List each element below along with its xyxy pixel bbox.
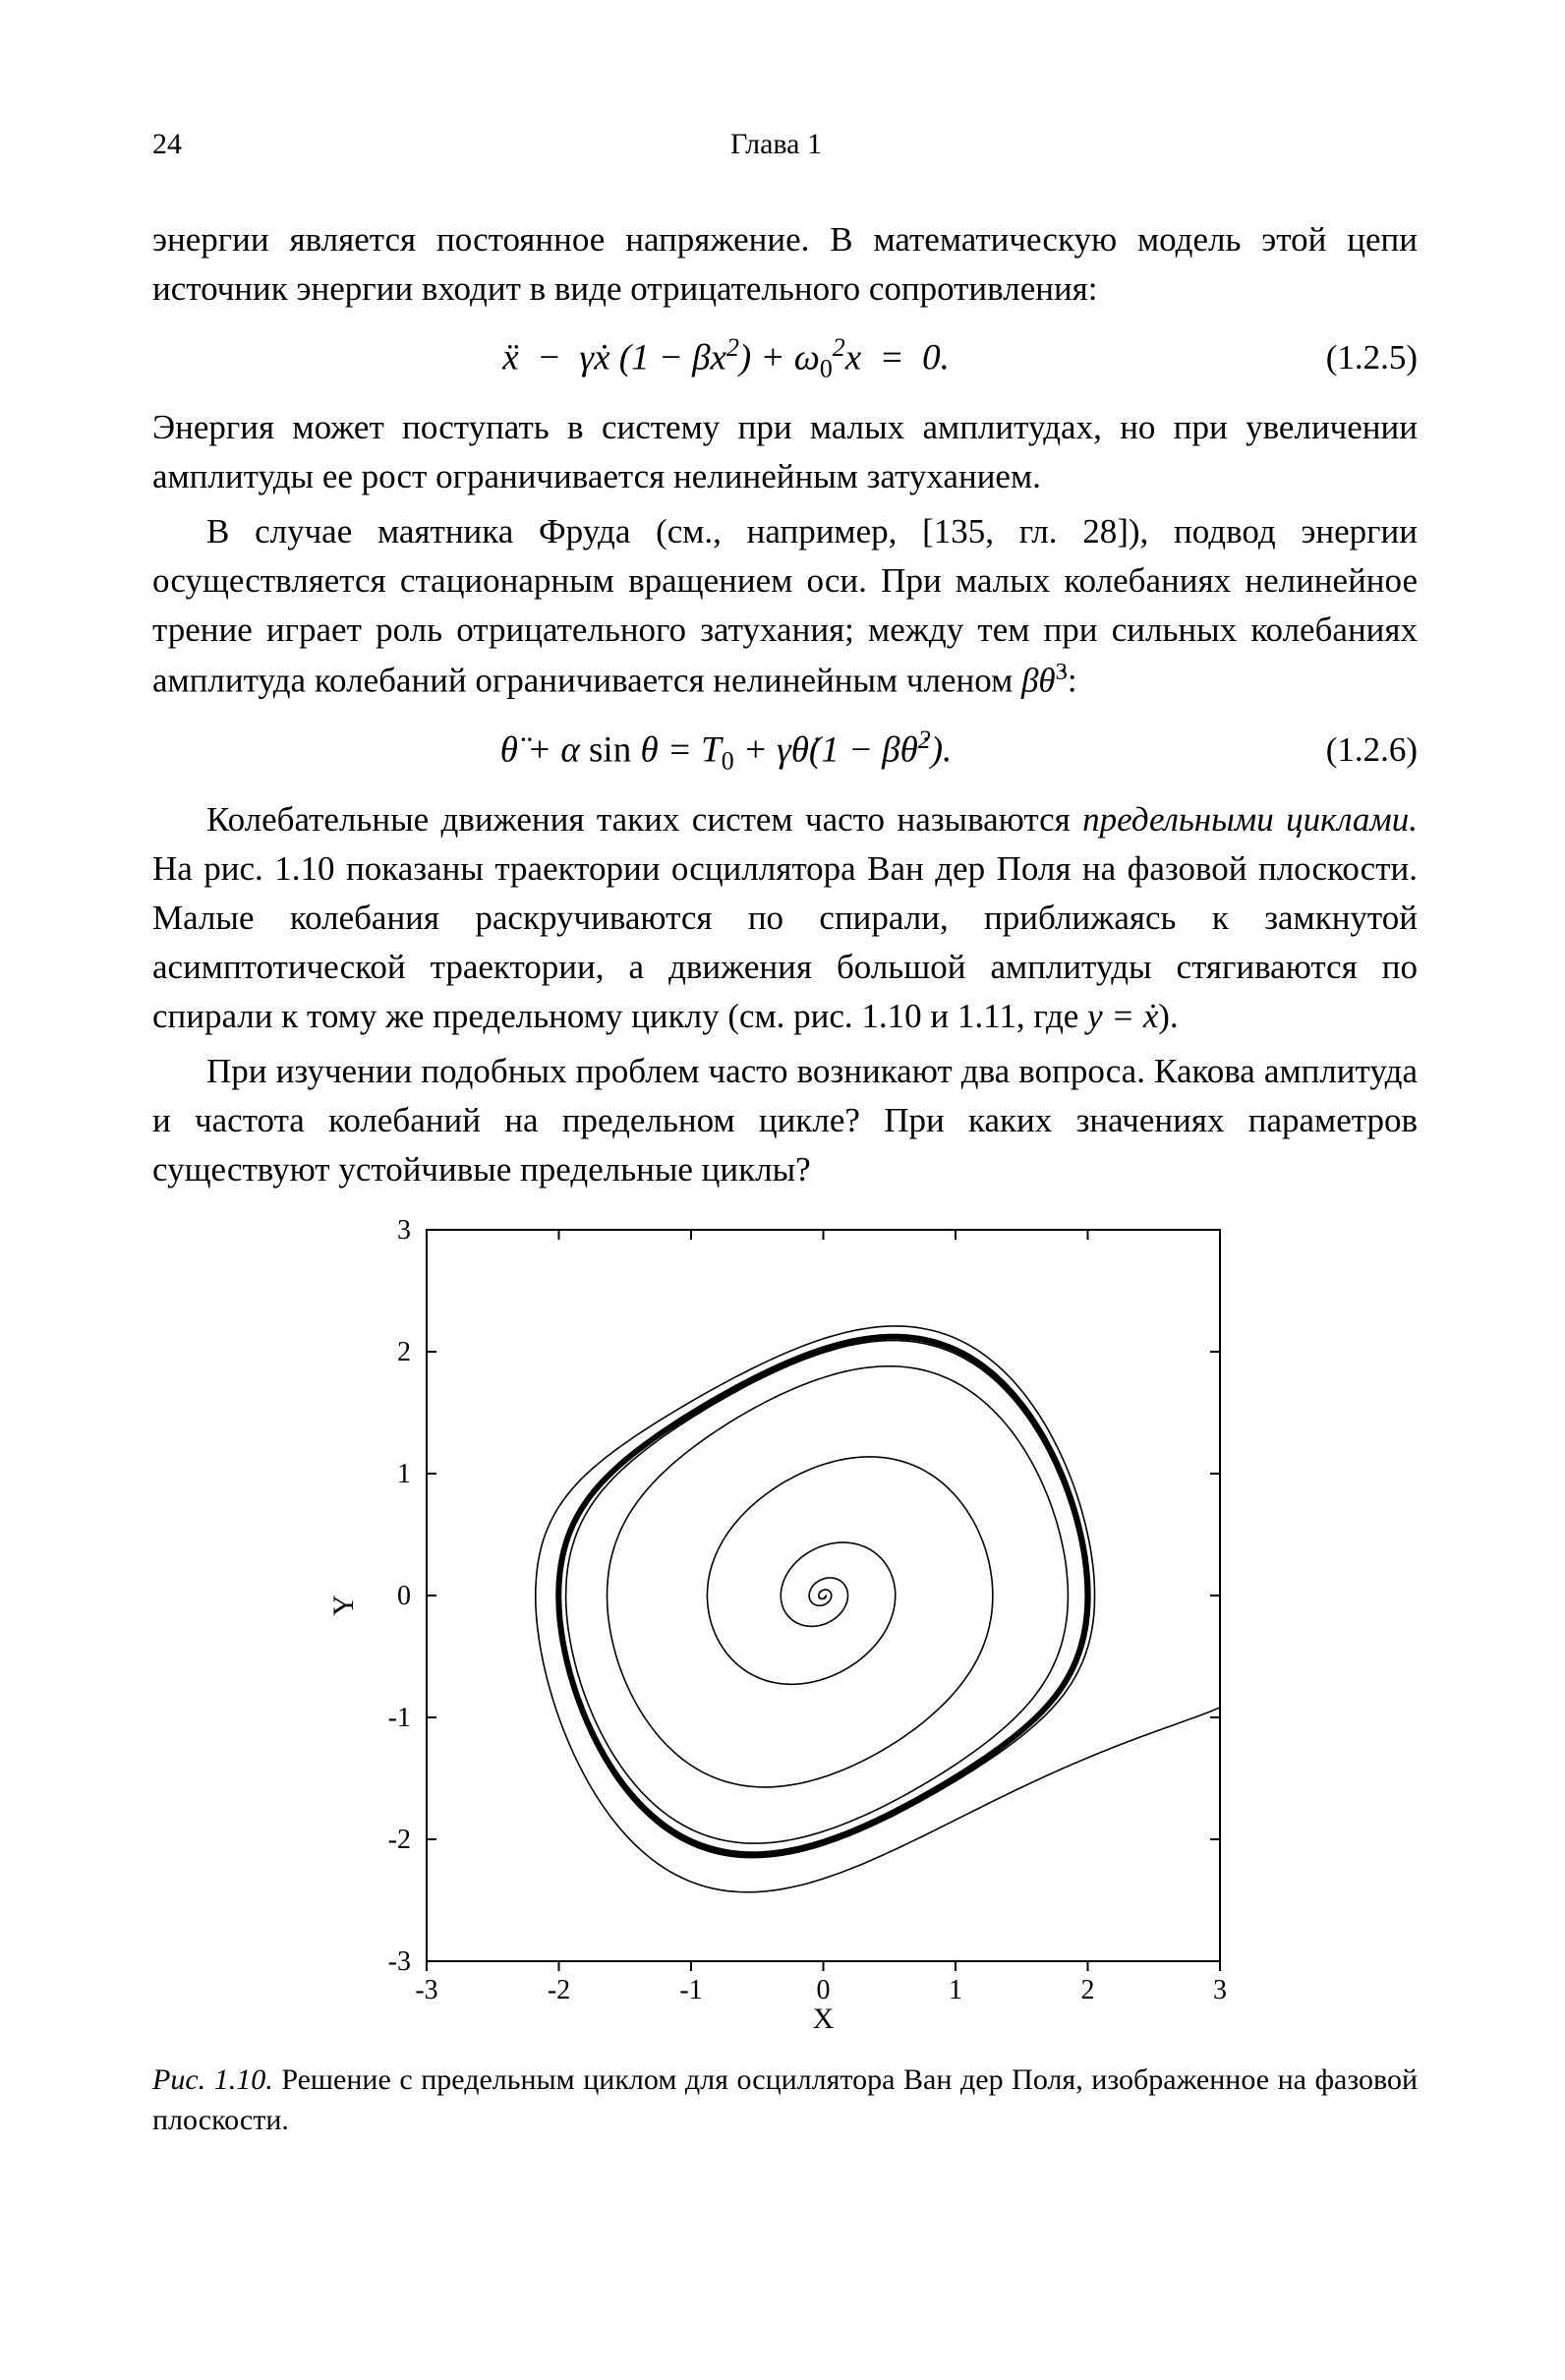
equation-2: θ̈ + α sin θ = T0 + γθ̇(1 − βθ̇2). (1.2.… <box>152 722 1418 780</box>
svg-text:-2: -2 <box>387 1825 410 1855</box>
page-number: 24 <box>152 128 182 161</box>
equation-1: ẍ − γẋ (1 − βx2) + ω02x = 0. (1.2.5) <box>152 329 1418 387</box>
svg-text:1: 1 <box>949 1975 962 2005</box>
paragraph-4a: Колебательные движения таких систем част… <box>206 800 1082 839</box>
svg-text:-1: -1 <box>387 1703 410 1733</box>
svg-text:2: 2 <box>1080 1975 1094 2005</box>
body-text: энергии является постоянное напряжение. … <box>152 215 1418 1194</box>
svg-text:1: 1 <box>397 1459 411 1489</box>
paragraph-3: В случае маятника Фруда (см., например, … <box>152 507 1418 706</box>
svg-text:-2: -2 <box>547 1975 569 2005</box>
svg-text:Y: Y <box>333 1595 360 1616</box>
figure-caption-text: Решение с предельным циклом для осциллят… <box>152 2063 1418 2136</box>
svg-text:X: X <box>812 2003 834 2035</box>
equation-2-number: (1.2.6) <box>1300 726 1418 775</box>
svg-text:-3: -3 <box>415 1975 437 2005</box>
phase-plot: -3 -2 -1 0 1 2 3 -3 -2 -1 0 1 2 3 X Y <box>333 1212 1238 2038</box>
paragraph-4d: y = ẋ <box>1087 997 1158 1035</box>
svg-text:3: 3 <box>397 1215 411 1246</box>
chapter-title: Глава 1 <box>182 128 1370 161</box>
paragraph-1: энергии является постоянное напряжение. … <box>152 215 1418 314</box>
paragraph-2: Энергия может поступать в систему при ма… <box>152 403 1418 501</box>
svg-text:0: 0 <box>816 1975 830 2005</box>
paragraph-4: Колебательные движения таких систем част… <box>152 795 1418 1041</box>
paragraph-3a: В случае маятника Фруда (см., например, … <box>152 512 1418 700</box>
svg-text:0: 0 <box>397 1581 411 1611</box>
equation-2-body: θ̈ + α sin θ = T0 + γθ̇(1 − βθ̇2). <box>152 722 1300 780</box>
svg-text:2: 2 <box>397 1337 411 1367</box>
figure-caption: Рис. 1.10. Решение с предельным циклом д… <box>152 2060 1418 2141</box>
equation-1-number: (1.2.5) <box>1300 333 1418 382</box>
svg-text:3: 3 <box>1213 1975 1227 2005</box>
paragraph-4c: На рис. 1.10 показаны траектории осцилля… <box>152 849 1418 1035</box>
svg-text:-3: -3 <box>387 1946 410 1977</box>
paragraph-4b: предельными циклами. <box>1082 800 1418 839</box>
paragraph-5: При изучении подобных проблем часто возн… <box>152 1047 1418 1194</box>
equation-1-body: ẍ − γẋ (1 − βx2) + ω02x = 0. <box>152 329 1300 387</box>
paragraph-4e: ). <box>1158 997 1178 1035</box>
figure-caption-number: Рис. 1.10. <box>152 2063 273 2096</box>
svg-text:-1: -1 <box>679 1975 702 2005</box>
